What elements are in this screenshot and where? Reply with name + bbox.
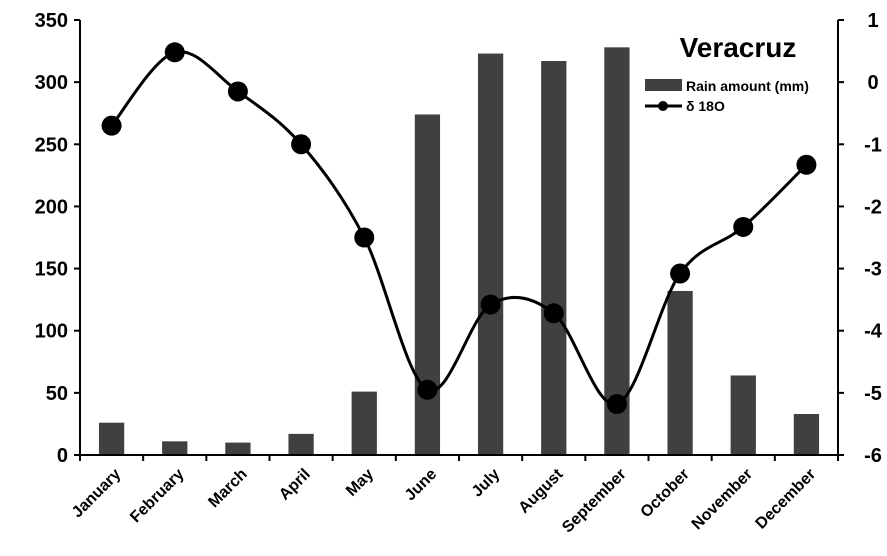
delta-18o-marker-february	[164, 42, 185, 63]
bar-may	[351, 391, 377, 455]
delta-18o-marker-july	[480, 294, 501, 315]
legend-label-rain: Rain amount (mm)	[686, 78, 809, 94]
left-tick-label: 50	[46, 383, 68, 405]
right-tick-label: 1	[867, 10, 878, 32]
category-label: February	[127, 466, 188, 527]
category-label: October	[638, 466, 693, 521]
bar-december	[793, 413, 820, 455]
category-label: August	[516, 465, 567, 516]
delta-18o-marker-november	[733, 216, 754, 237]
bar-series	[98, 47, 820, 456]
delta-18o-marker-january	[101, 115, 122, 136]
left-tick-label: 100	[35, 321, 68, 343]
right-tick-label: -5	[864, 383, 882, 405]
category-label: July	[469, 466, 504, 501]
left-tick-label: 150	[35, 259, 68, 281]
category-label: September	[559, 466, 630, 537]
right-tick-label: -2	[864, 196, 882, 218]
bar-march	[225, 442, 251, 455]
left-tick-label: 250	[35, 134, 68, 156]
bar-april	[288, 433, 314, 455]
bar-september	[604, 47, 630, 456]
left-tick-label: 300	[35, 72, 68, 94]
bar-february	[162, 441, 188, 455]
left-tick-label: 200	[35, 196, 68, 218]
right-tick-label: -1	[864, 134, 882, 156]
left-tick-label: 0	[57, 445, 68, 467]
bar-october	[667, 290, 693, 455]
line-series	[101, 42, 817, 415]
delta-18o-marker-august	[543, 303, 564, 324]
delta-18o-marker-june	[417, 379, 438, 400]
right-tick-label: 0	[867, 72, 878, 94]
delta-18o-marker-december	[796, 154, 817, 175]
chart-title: Veracruz	[680, 32, 797, 63]
bar-june	[414, 114, 441, 456]
delta-18o-marker-march	[227, 81, 248, 102]
category-label: March	[205, 466, 250, 511]
bar-august	[541, 61, 567, 455]
right-tick-label: -4	[864, 321, 883, 343]
legend: Rain amount (mm) δ 18O	[645, 78, 809, 114]
category-label: May	[343, 466, 377, 500]
legend-label-delta-18o: δ 18O	[686, 98, 725, 114]
category-label: January	[69, 466, 124, 521]
bar-november	[730, 375, 756, 455]
category-label: June	[402, 466, 440, 504]
category-label: December	[753, 466, 820, 533]
right-tick-label: -3	[864, 259, 882, 281]
delta-18o-marker-may	[354, 227, 375, 248]
category-label: November	[689, 466, 756, 533]
legend-swatch-rain	[645, 79, 682, 91]
category-label: April	[276, 466, 314, 504]
delta-18o-marker-october	[670, 263, 691, 284]
right-tick-label: -6	[864, 445, 882, 467]
bar-july	[477, 53, 504, 456]
delta-18o-marker-september	[606, 394, 627, 415]
left-tick-label: 350	[35, 10, 68, 32]
legend-swatch-marker	[658, 101, 668, 111]
delta-18o-marker-april	[291, 134, 312, 155]
bar-january	[98, 422, 125, 455]
